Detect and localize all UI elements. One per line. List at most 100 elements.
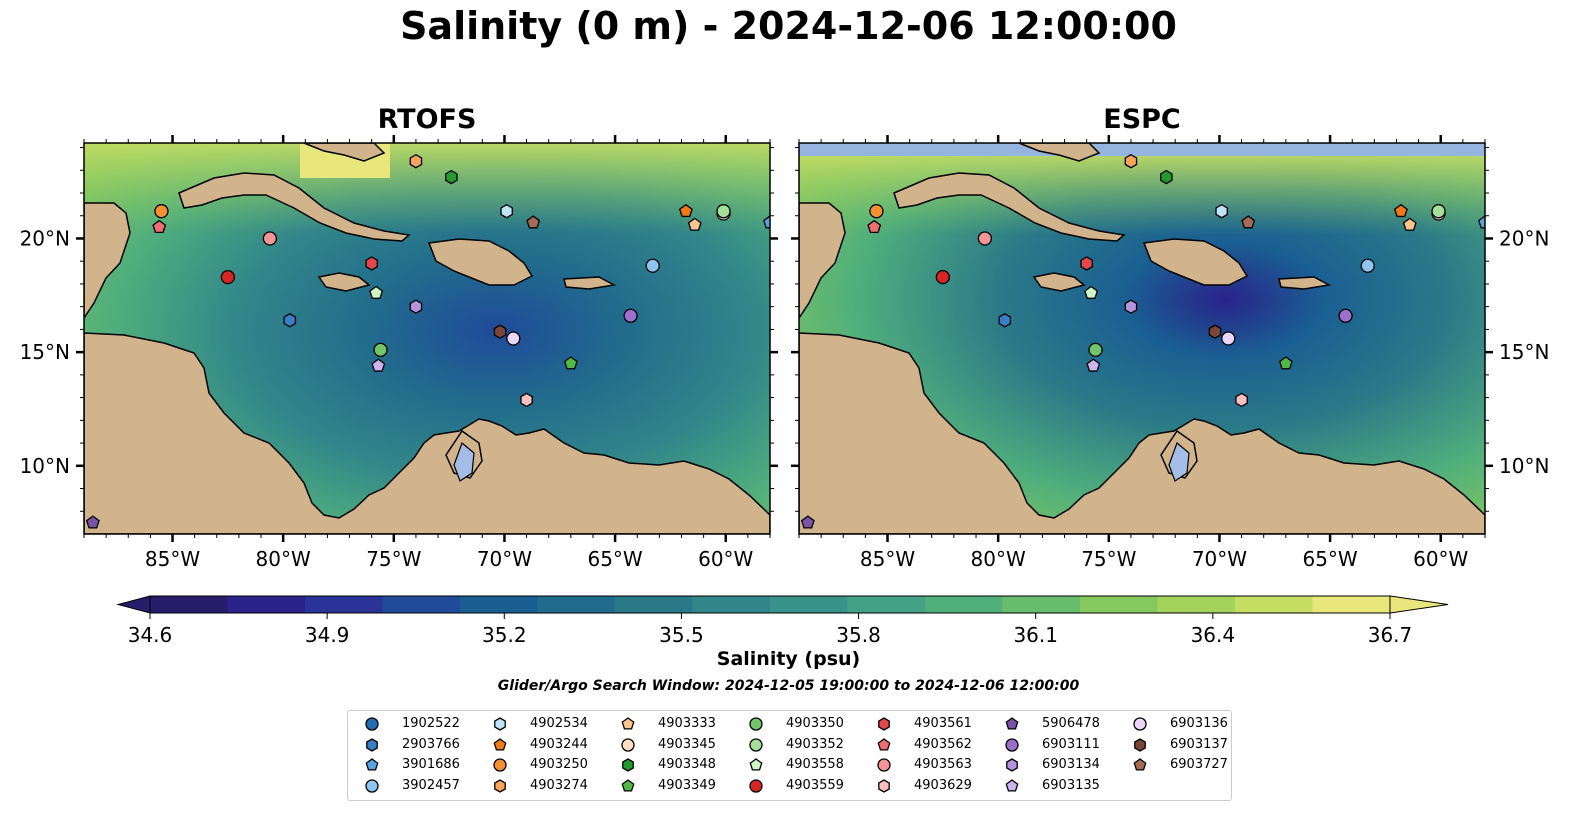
legend-entry-4903561: 4903561 xyxy=(874,715,999,733)
lon-tick-label: 60°W xyxy=(1413,547,1468,571)
platform-marker-5906478 xyxy=(85,515,100,529)
legend-marker-4903352 xyxy=(749,737,763,752)
legend-marker-4902534 xyxy=(494,717,506,731)
legend-label: 4903561 xyxy=(914,716,972,731)
platform-marker-4903562 xyxy=(152,219,167,234)
legend-marker-4903250 xyxy=(493,758,507,772)
colorbar-segment xyxy=(305,596,383,613)
platform-marker-4903562 xyxy=(867,219,882,234)
platform-marker-4903348 xyxy=(1160,169,1173,185)
platform-marker-6903134 xyxy=(1124,299,1138,314)
platform-marker-4903559 xyxy=(220,269,235,285)
legend-marker-4903244 xyxy=(493,737,507,751)
panel-title-rtofs: RTOFS xyxy=(377,104,477,135)
lon-tick-label: 65°W xyxy=(1302,547,1357,571)
platform-marker-6903111 xyxy=(1338,308,1353,323)
search-window-text: Glider/Argo Search Window: 2024-12-05 19… xyxy=(497,678,1080,694)
legend-entry-4903244: 4903244 xyxy=(490,736,615,754)
legend-label: 6903135 xyxy=(1042,777,1100,793)
lon-tick-label: 80°W xyxy=(256,547,311,571)
legend-label: 4903562 xyxy=(914,736,972,752)
platform-marker-4903333 xyxy=(687,217,702,231)
legend-entry-6903136: 6903136 xyxy=(1130,715,1255,733)
legend-label: 4903629 xyxy=(914,777,972,793)
lon-tick-label: 75°W xyxy=(1081,547,1136,571)
legend-marker-4903350 xyxy=(749,717,763,731)
lon-tick-label: 80°W xyxy=(971,547,1026,571)
lake-maracaibo-rtofs xyxy=(453,441,475,482)
legend-marker-4903333 xyxy=(621,717,635,730)
legend-marker-4903559 xyxy=(749,778,763,793)
platform-marker-4903352 xyxy=(716,204,731,219)
colorbar-tick-label: 35.5 xyxy=(659,623,704,647)
colorbar-tick-label: 34.6 xyxy=(128,623,173,647)
map-frame-rtofs xyxy=(83,142,771,535)
legend-entry-6903135: 6903135 xyxy=(1002,777,1127,795)
platform-marker-4903250 xyxy=(154,204,169,219)
legend-label: 4903250 xyxy=(530,757,588,772)
platform-marker-4903558 xyxy=(1084,285,1099,299)
colorbar-segment xyxy=(537,596,616,613)
lat-tick-label-right: 15°N xyxy=(1499,340,1549,364)
legend-marker-6903111 xyxy=(1005,737,1019,752)
legend-entry-4903274: 4903274 xyxy=(490,777,615,795)
lake-maracaibo-espc xyxy=(1168,441,1190,482)
colorbar-segment xyxy=(1235,596,1313,613)
platform-marker-4903349 xyxy=(563,356,578,370)
legend-marker-3901686 xyxy=(365,758,379,771)
platform-marker-4903350 xyxy=(1088,342,1103,358)
legend-marker-5906478 xyxy=(1005,717,1019,730)
colorbar-segment xyxy=(770,596,848,613)
platform-marker-4903629 xyxy=(1235,392,1248,408)
colorbar: 34.6 34.9 35.2 35.5 35.8 36.1 36.4 36.7 xyxy=(116,595,1449,647)
colorbar-frame xyxy=(149,595,1391,614)
platform-marker-4902534 xyxy=(1215,203,1228,219)
legend-label: 4903348 xyxy=(658,757,716,772)
legend-entry-2903766: 2903766 xyxy=(362,736,487,754)
legend-entry-4903349: 4903349 xyxy=(618,777,743,795)
colorbar-segment xyxy=(460,596,538,613)
platform-marker-4903558 xyxy=(369,285,384,299)
legend-marker-4903561 xyxy=(878,717,890,731)
platform-marker-4903250 xyxy=(869,204,884,219)
platform-marker-6903137 xyxy=(493,324,507,339)
legend-entry-4903250: 4903250 xyxy=(490,756,615,774)
legend-marker-6903137 xyxy=(1134,737,1146,752)
legend-entry-4903629: 4903629 xyxy=(874,777,999,795)
platform-marker-4903274 xyxy=(1124,153,1138,169)
platform-marker-4903274 xyxy=(409,153,423,169)
colorbar-extend-high xyxy=(1389,595,1449,614)
platform-marker-4903350 xyxy=(373,342,388,358)
lon-tick-label: 85°W xyxy=(145,547,200,571)
platform-marker-4903244 xyxy=(678,203,693,218)
colorbar-segment xyxy=(692,596,771,613)
legend-entry-6903137: 6903137 xyxy=(1130,736,1255,754)
legend-label: 5906478 xyxy=(1042,716,1100,731)
colorbar-extend-low xyxy=(116,595,151,614)
legend-entry-4903352: 4903352 xyxy=(746,736,871,754)
colorbar-segment xyxy=(1002,596,1081,613)
lon-tick-label: 85°W xyxy=(860,547,915,571)
platform-marker-4903563 xyxy=(977,231,993,246)
legend-entry-3901686: 3901686 xyxy=(362,756,487,774)
legend-label: 4903345 xyxy=(658,736,716,752)
legend-marker-6903134 xyxy=(1006,758,1018,772)
platform-marker-4903348 xyxy=(445,169,458,185)
legend-marker-1902522 xyxy=(365,717,379,731)
legend-label: 4903558 xyxy=(786,757,844,772)
platform-marker-3901686 xyxy=(1478,215,1485,229)
legend-label: 4903244 xyxy=(530,736,588,752)
legend-entry-4903558: 4903558 xyxy=(746,756,871,774)
lat-tick-label-right: 10°N xyxy=(1499,454,1549,478)
legend-label: 4903274 xyxy=(530,777,588,793)
legend-marker-4903629 xyxy=(878,778,890,793)
lat-tick-label-left: 10°N xyxy=(20,454,70,478)
legend-entry-4903345: 4903345 xyxy=(618,736,743,754)
legend-label: 6903137 xyxy=(1170,736,1228,752)
platform-marker-4903349 xyxy=(1278,356,1293,370)
platform-marker-4903629 xyxy=(520,392,533,408)
platform-marker-2903766 xyxy=(998,313,1012,328)
platform-marker-4903563 xyxy=(262,231,278,246)
platform-marker-5906478 xyxy=(800,515,815,529)
legend-entry-4903563: 4903563 xyxy=(874,756,999,774)
